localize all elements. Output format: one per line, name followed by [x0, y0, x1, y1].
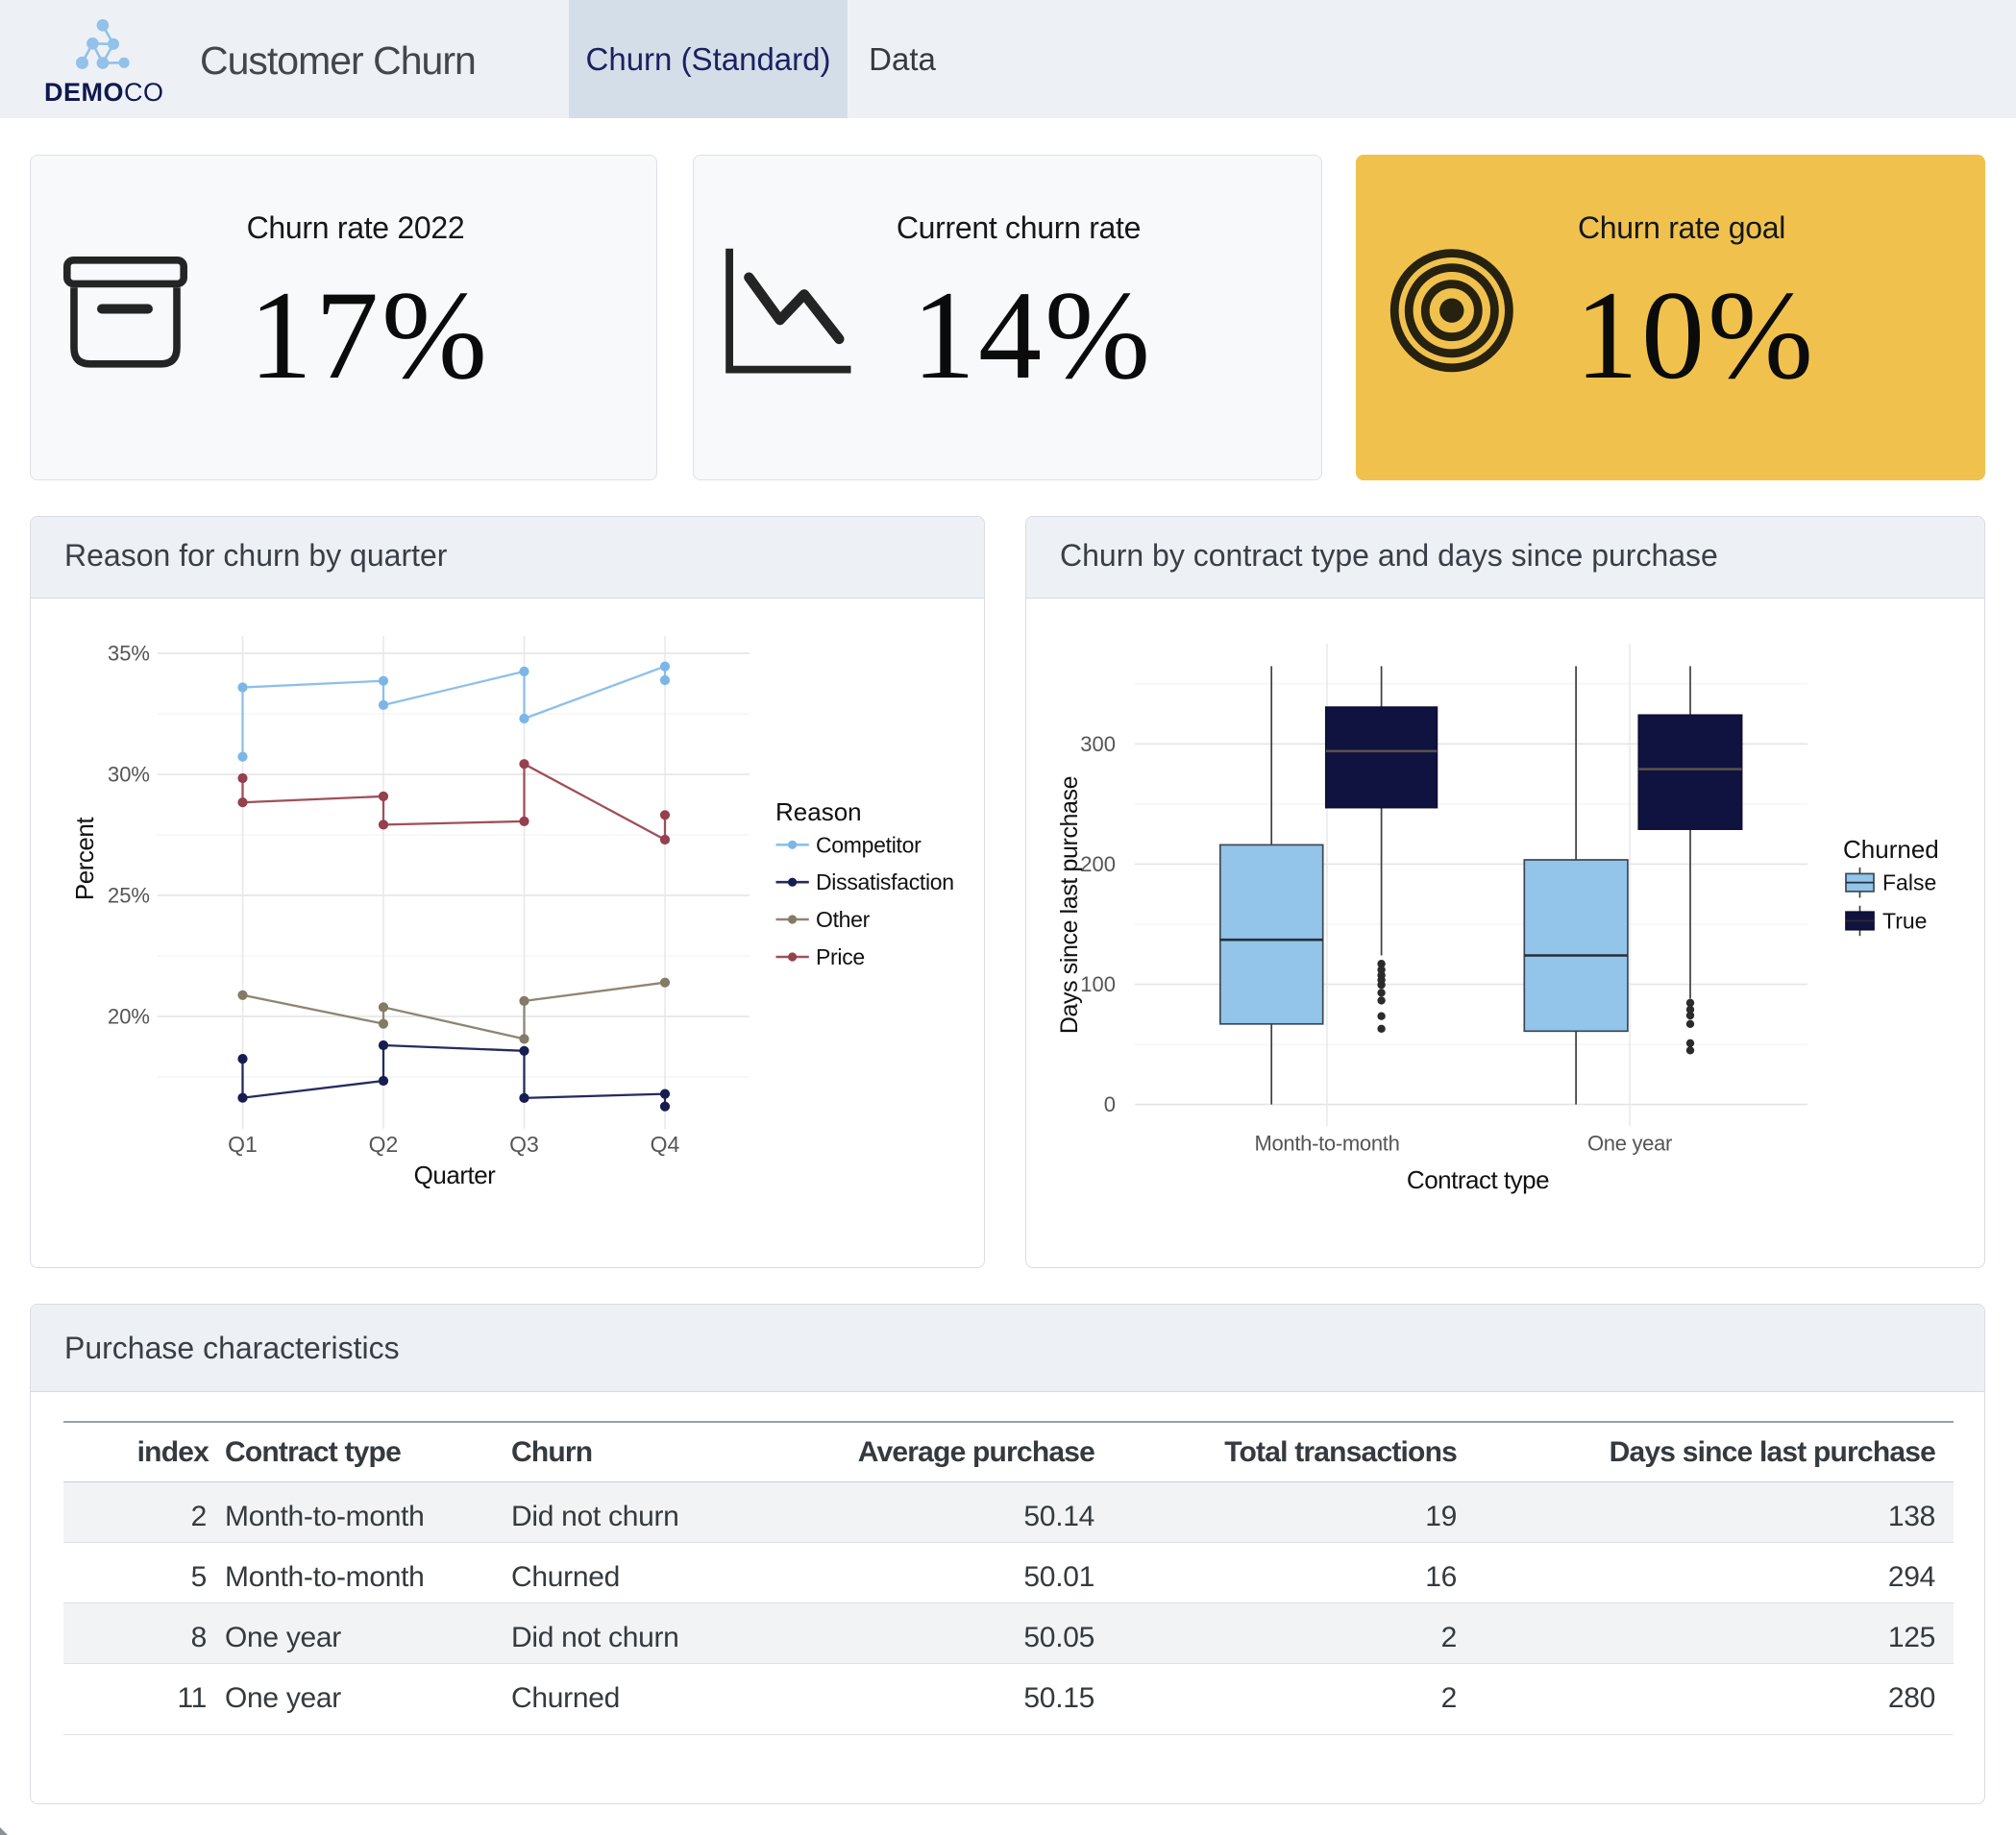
svg-text:200: 200 — [1080, 852, 1116, 876]
svg-text:Q2: Q2 — [369, 1132, 399, 1157]
svg-text:Quarter: Quarter — [414, 1161, 496, 1189]
svg-text:20%: 20% — [108, 1005, 150, 1029]
svg-text:Reason: Reason — [775, 797, 862, 826]
svg-text:Other: Other — [816, 907, 871, 932]
svg-text:0: 0 — [1104, 1092, 1116, 1116]
svg-text:Competitor: Competitor — [816, 832, 922, 857]
svg-text:Q1: Q1 — [228, 1132, 258, 1157]
svg-text:35%: 35% — [108, 642, 150, 666]
svg-text:Q3: Q3 — [509, 1132, 539, 1157]
svg-text:One year: One year — [1587, 1132, 1672, 1156]
svg-text:Dissatisfaction: Dissatisfaction — [816, 869, 954, 894]
svg-text:Days since last purchase: Days since last purchase — [1056, 776, 1083, 1034]
svg-text:True: True — [1882, 908, 1927, 933]
svg-text:Churned: Churned — [1843, 835, 1939, 864]
svg-text:30%: 30% — [108, 763, 150, 787]
svg-text:25%: 25% — [108, 884, 150, 908]
svg-text:Price: Price — [816, 944, 865, 969]
svg-text:Percent: Percent — [70, 817, 99, 900]
svg-text:300: 300 — [1080, 732, 1116, 756]
svg-text:DEMOCO: DEMOCO — [44, 78, 164, 107]
svg-text:Contract type: Contract type — [1407, 1165, 1549, 1194]
svg-text:False: False — [1882, 870, 1936, 895]
svg-text:Q4: Q4 — [651, 1132, 680, 1157]
svg-text:100: 100 — [1080, 972, 1116, 996]
svg-text:Month-to-month: Month-to-month — [1254, 1132, 1399, 1156]
